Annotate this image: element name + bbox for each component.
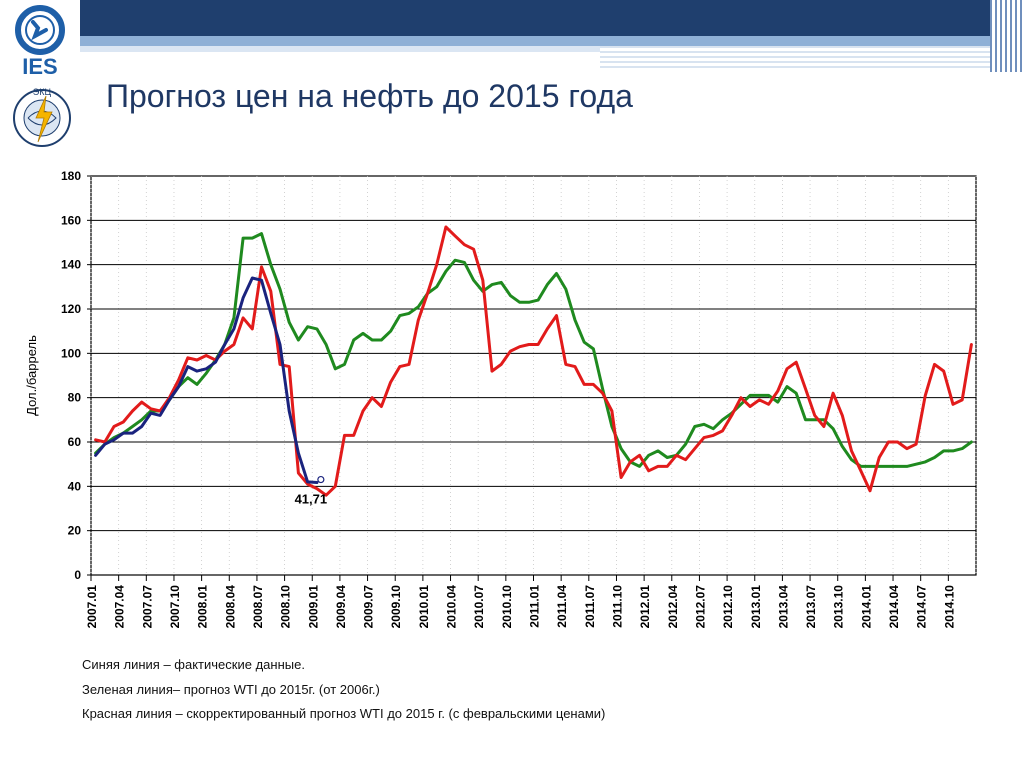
x-tick-label: 2013.07 [804,585,818,629]
y-tick-label: 20 [68,524,82,538]
banner-mid-band [80,36,1024,46]
x-tick-label: 2011.01 [528,585,542,628]
x-tick-label: 2010.04 [445,585,459,629]
banner-dark-band [80,0,1024,36]
series-line-2 [94,225,973,497]
note-green-line: Зеленая линия– прогноз WTI до 2015г. (от… [82,682,380,697]
logo-ies-text: IES [22,54,57,79]
banner-fade-band [600,46,1000,70]
annotation-label: 41,71 [295,492,328,507]
x-tick-label: 2008.01 [196,585,210,629]
y-tick-label: 80 [68,391,82,405]
x-tick-label: 2009.07 [362,585,376,629]
y-tick-label: 140 [61,258,81,272]
x-tick-label: 2013.10 [832,585,846,629]
x-tick-label: 2012.01 [638,585,652,629]
x-tick-label: 2011.10 [610,585,624,628]
ies-logo: IES ЭКЦ [13,5,71,147]
x-tick-label: 2007.07 [140,585,154,629]
x-tick-label: 2013.04 [776,585,790,629]
x-tick-label: 2008.10 [279,585,293,629]
x-tick-label: 2012.10 [721,585,735,629]
x-tick-label: 2014.10 [942,585,956,629]
x-tick-label: 2009.10 [389,585,403,629]
x-tick-label: 2011.07 [583,585,597,628]
y-axis-label: Дол./баррель [24,335,39,416]
y-tick-label: 160 [61,213,81,227]
x-tick-label: 2012.04 [666,585,680,629]
plot-area [90,175,977,576]
note-blue-line: Синяя линия – фактические данные. [82,657,305,672]
x-tick-label: 2014.07 [915,585,929,629]
logo-ekc-text: ЭКЦ [33,87,52,97]
x-tick-label: 2009.04 [334,585,348,629]
y-tick-label: 40 [68,479,82,493]
x-tick-label: 2010.07 [472,585,486,629]
y-tick-label: 100 [61,346,81,360]
y-tick-label: 0 [74,568,81,582]
x-tick-label: 2011.04 [555,585,569,628]
logo-panel: IES ЭКЦ [0,0,80,147]
series-line-0 [94,276,319,484]
note-red-line: Красная линия – скорректированный прогно… [82,706,606,721]
x-tick-label: 2007.04 [113,585,127,629]
x-tick-label: 2010.10 [500,585,514,629]
y-tick-label: 180 [61,169,81,183]
y-tick-label: 120 [61,302,81,316]
banner-stripes [990,0,1024,72]
x-tick-label: 2012.07 [693,585,707,629]
annotation-marker [317,475,325,484]
x-tick-label: 2008.07 [251,585,265,629]
x-tick-label: 2007.01 [85,585,99,629]
oil-price-chart: 0 20 40 60 80 100 120 140 160 180 Дол./баррель 2007… [24,169,977,629]
x-tick-label: 2009.01 [306,585,320,629]
banner-light-band [80,46,600,52]
header-banner [0,0,1024,72]
x-tick-label: 2010.01 [417,585,431,629]
x-tick-label: 2008.04 [223,585,237,629]
page-title: Прогноз цен на нефть до 2015 года [106,78,633,114]
x-tick-label: 2013.01 [749,585,763,629]
y-tick-label: 60 [68,435,82,449]
x-tick-label: 2014.04 [887,585,901,629]
x-tick-label: 2007.10 [168,585,182,629]
x-tick-label: 2014.01 [859,585,873,629]
